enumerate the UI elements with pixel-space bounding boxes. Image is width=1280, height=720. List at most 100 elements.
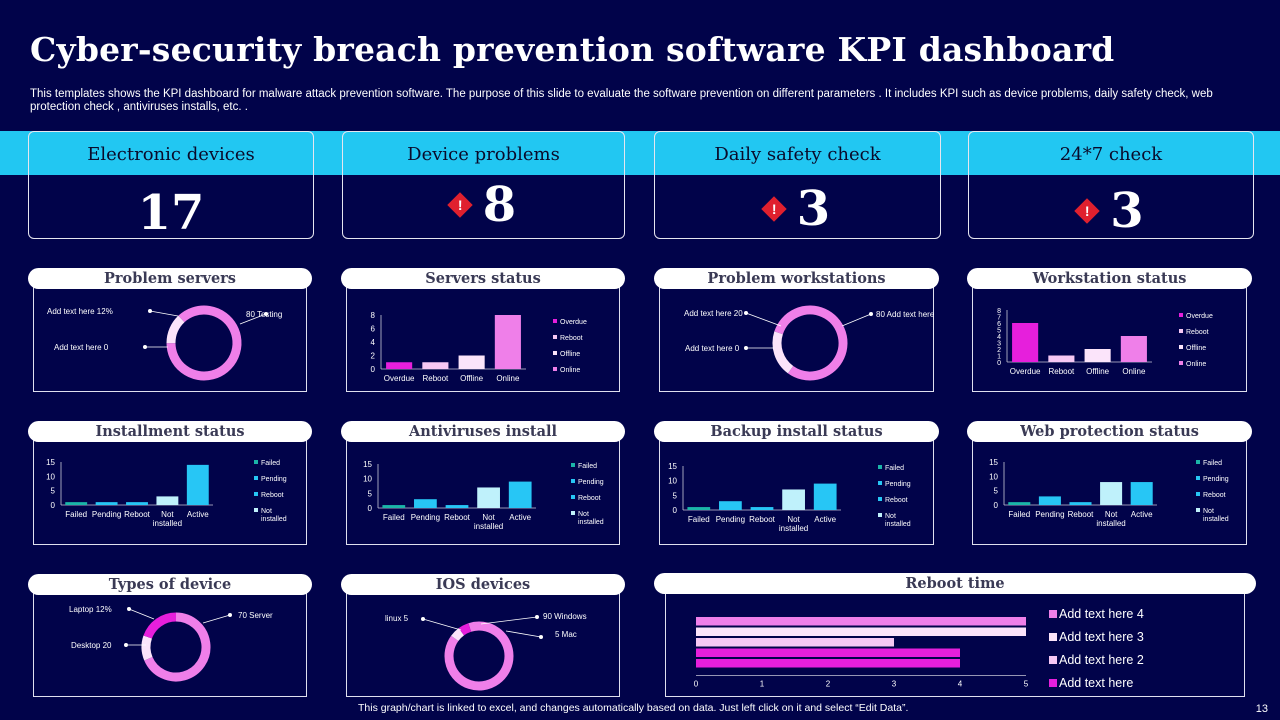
legend-swatch: [254, 460, 258, 464]
x-tick-label: Active: [814, 515, 836, 524]
legend-label: Failed: [578, 463, 597, 470]
legend-swatch: [1179, 329, 1183, 333]
legend-swatch: [1179, 361, 1183, 365]
bar: [1084, 349, 1111, 362]
bar: [696, 617, 1026, 626]
legend-swatch: [1049, 656, 1057, 664]
bar: [1012, 323, 1039, 362]
panel-title: Problem servers: [28, 268, 312, 289]
pie-label: Add text here 12%: [47, 307, 113, 316]
pie-label: Add text here 0: [685, 344, 740, 353]
y-tick-label: 1: [997, 354, 1001, 361]
bar: [1130, 482, 1153, 505]
y-tick-label: 2: [371, 352, 376, 361]
y-tick-label: 0: [673, 506, 678, 515]
bar: [382, 505, 406, 508]
leader-dot: [744, 311, 748, 315]
x-tick-label: Reboot: [1048, 367, 1075, 376]
legend-label: Add text here: [1059, 676, 1133, 690]
y-tick-label: 0: [368, 504, 373, 513]
bar: [494, 315, 521, 369]
leader-dot: [124, 643, 128, 647]
leader-dot: [143, 345, 147, 349]
y-tick-label: 8: [371, 311, 376, 320]
panel-installment-status: Installment status 0 5 10 15 Failed Pending Re…: [28, 421, 312, 545]
legend-swatch: [571, 479, 575, 483]
y-tick-label: 0: [994, 501, 999, 510]
problem-servers-chart: 80 Testing Add text here 12% Add text here…: [47, 305, 282, 381]
legend-label: installed: [261, 516, 287, 523]
kpi-card-electronic-devices: Electronic devices 17: [28, 131, 314, 241]
legend-label: installed: [1203, 516, 1229, 523]
x-tick-label: Active: [509, 513, 531, 522]
panel-ios-devices: IOS devices 90 Windows 5 Mac linux 5: [341, 574, 625, 697]
panel-types-of-device: Types of device 70 Server Laptop 12% Deskt…: [28, 574, 312, 697]
legend-label: Not: [261, 508, 272, 515]
x-tick-label: Failed: [688, 515, 710, 524]
panel-servers-status: Servers status 0 2 4 6 8 Overdue Reboot Offline…: [341, 268, 625, 392]
x-tick-label: Offline: [460, 374, 484, 383]
x-tick-label: Failed: [1008, 510, 1030, 519]
reboot-time-chart: 0 1 2 3 4 5 Add text here 4 Add text here 3 Add …: [694, 607, 1144, 690]
legend-swatch: [1179, 313, 1183, 317]
legend-swatch: [1196, 492, 1200, 496]
y-tick-label: 0: [371, 365, 376, 374]
legend-swatch: [553, 351, 557, 355]
pie-slice: [774, 305, 848, 381]
bar: [1048, 355, 1075, 362]
x-tick-label: Reboot: [124, 510, 151, 519]
legend-swatch: [878, 465, 882, 469]
x-tick-label: 5: [1024, 680, 1029, 689]
y-tick-label: 15: [668, 462, 677, 471]
legend-label: Overdue: [560, 319, 587, 326]
bar: [1120, 336, 1147, 362]
y-tick-label: 5: [997, 328, 1001, 335]
ios-devices-chart: 90 Windows 5 Mac linux 5: [385, 612, 587, 691]
pie-slice: [141, 635, 153, 661]
panel-title: Backup install status: [654, 421, 939, 442]
legend-swatch: [553, 335, 557, 339]
pie-label: 5 Mac: [555, 630, 577, 639]
page-description: This templates shows the KPI dashboard f…: [30, 88, 1213, 113]
panel-reboot-time: Reboot time 0 1 2 3 4 5 Add text here 4 Add tex…: [654, 573, 1256, 697]
bar: [422, 362, 449, 369]
warning-icon: !: [447, 192, 473, 218]
bar: [386, 362, 413, 369]
legend-label: Failed: [261, 460, 280, 467]
kpi-value: 17: [137, 185, 205, 241]
x-tick-label: Pending: [411, 513, 440, 522]
kpi-value: 3: [796, 181, 831, 237]
legend-label: installed: [578, 519, 604, 526]
y-tick-label: 2: [997, 347, 1001, 354]
y-tick-label: 5: [368, 489, 373, 498]
pie-slice: [458, 623, 472, 636]
bar: [696, 627, 1026, 636]
y-tick-label: 8: [997, 308, 1001, 315]
bar: [95, 502, 118, 505]
legend-label: Reboot: [885, 497, 908, 504]
bar: [750, 507, 774, 510]
kpi-value: 8: [482, 177, 517, 233]
x-tick-label: Active: [1131, 510, 1153, 519]
pie-slice: [144, 612, 211, 682]
pie-label: Add text here 0: [54, 343, 109, 352]
page-title: Cyber-security breach prevention softwar…: [30, 30, 1115, 69]
x-tick-label: Not: [161, 510, 174, 519]
x-tick-label: 0: [694, 680, 699, 689]
leader-line: [149, 310, 179, 317]
x-tick-label: Active: [187, 510, 209, 519]
legend-swatch: [1049, 633, 1057, 641]
x-tick-label: Overdue: [384, 374, 415, 383]
x-tick-label: Failed: [383, 513, 405, 522]
leader-dot: [539, 635, 543, 639]
bar: [1100, 482, 1123, 505]
legend-label: Offline: [1186, 345, 1206, 352]
kpi-band: [0, 131, 1280, 175]
x-tick-label: Online: [1122, 367, 1146, 376]
page-number: 13: [1255, 703, 1268, 715]
pie-label: Laptop 12%: [69, 605, 112, 614]
bar: [696, 648, 960, 657]
panel-title: Web protection status: [967, 421, 1252, 442]
legend-label: Pending: [1203, 476, 1229, 483]
